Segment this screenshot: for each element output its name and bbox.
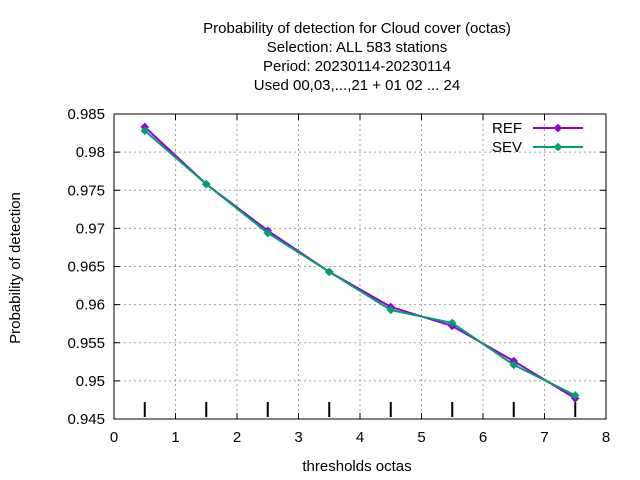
x-tick-label: 0 [110,429,118,446]
x-tick-label: 4 [356,429,364,446]
y-tick-label: 0.945 [67,411,105,428]
y-tick-label: 0.965 [67,259,105,276]
series-sev-point [325,267,334,276]
series-sev-line [144,130,576,397]
x-tick-label: 7 [540,429,548,446]
y-tick-label: 0.95 [76,373,105,390]
series-sev-point [448,318,457,327]
y-tick-label: 0.98 [76,144,105,161]
y-tick-label: 0.985 [67,106,105,123]
title-line-3: Period: 20230114-20230114 [263,58,451,75]
plot-frame [113,113,607,420]
title-line-1: Probability of detection for Cloud cover… [203,20,511,37]
y-tick-label: 0.975 [67,182,105,199]
y-tick-label: 0.96 [76,297,105,314]
x-axis-label: thresholds octas [302,458,411,475]
threshold-markers [143,402,577,417]
legend-label-sev: SEV [492,139,522,156]
series-sev-point [386,305,395,314]
title-line-2: Selection: ALL 583 stations [267,39,447,56]
legend-marker-ref [554,124,562,132]
legend-label-ref: REF [492,120,522,137]
series-sev-point [509,360,518,369]
x-tick-label: 6 [479,429,487,446]
y-tick-label: 0.97 [76,220,105,237]
series-layer [140,122,580,403]
series-sev [140,126,580,400]
x-tick-label: 5 [417,429,425,446]
series-sev-point [202,180,211,189]
series-sev-point [263,228,272,237]
y-tick-label: 0.955 [67,335,105,352]
grid [114,114,606,419]
x-tick-label: 1 [171,429,179,446]
series-ref-line [144,126,576,400]
y-axis-label: Probability of detection [7,192,24,344]
x-tick-label: 3 [294,429,302,446]
title-line-4: Used 00,03,...,21 + 01 02 ... 24 [254,77,460,94]
axes: 0 1 2 3 4 5 6 7 8 0.945 0.95 0.955 0.96 0.965 0.97 0.97… [67,106,610,446]
series-sev-point [140,126,149,135]
legend: REF SEV [492,120,583,156]
x-tick-label: 8 [602,429,610,446]
chart-title: Probability of detection for Cloud cover… [203,20,511,94]
legend-marker-sev [554,143,562,151]
series-sev-point [571,391,580,400]
x-tick-label: 2 [233,429,241,446]
